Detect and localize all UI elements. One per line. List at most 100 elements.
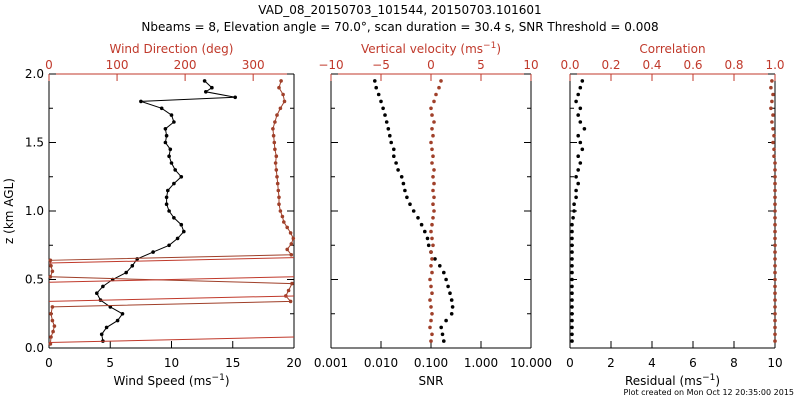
point-residual: [570, 264, 574, 268]
point-wind-speed: [164, 202, 169, 206]
panel-2-xlabel: SNR: [419, 374, 444, 388]
point-correlation: [771, 113, 775, 117]
point-snr: [405, 195, 409, 200]
xtick-label-bottom: 0.100: [414, 356, 448, 370]
point-wind-direction: [276, 188, 281, 193]
point-vertical-velocity: [430, 161, 434, 165]
xtick-label-top: −5: [372, 58, 390, 72]
point-wind-direction: [285, 247, 290, 252]
point-correlation: [773, 216, 777, 220]
point-vertical-velocity: [430, 113, 434, 117]
point-wind-direction: [273, 147, 277, 152]
xtick-label-bottom: 0.010: [364, 356, 398, 370]
series-line-wind-direction: [49, 80, 294, 344]
ylabel: z (km AGL): [2, 178, 16, 244]
point-residual: [574, 188, 578, 193]
point-snr: [426, 243, 431, 248]
point-wind-direction: [289, 242, 294, 246]
point-vertical-velocity: [429, 339, 433, 343]
point-correlation: [771, 92, 775, 97]
point-snr: [450, 305, 455, 309]
point-snr: [423, 229, 427, 234]
point-residual: [570, 222, 574, 227]
xtick-label-bottom: 10.000: [510, 356, 552, 370]
point-wind-direction: [274, 168, 279, 172]
point-correlation: [773, 312, 777, 316]
point-snr: [396, 168, 400, 172]
point-wind-direction: [273, 161, 278, 165]
point-wind-direction: [288, 299, 293, 304]
point-correlation: [773, 270, 777, 275]
ytick-label: 0.0: [25, 341, 44, 355]
point-wind-speed: [95, 291, 99, 296]
xtick-label-top: 1.0: [765, 58, 784, 72]
point-correlation: [773, 161, 777, 165]
point-snr: [442, 270, 446, 275]
panel-3-top-title: Correlation: [639, 42, 705, 56]
point-wind-speed: [124, 270, 128, 275]
point-vertical-velocity: [429, 229, 433, 234]
point-correlation: [773, 181, 777, 186]
point-snr: [433, 257, 437, 261]
point-wind-speed: [164, 133, 169, 138]
point-wind-speed: [175, 236, 180, 241]
point-vertical-velocity: [431, 175, 435, 179]
xtick-label-bottom: 0: [45, 356, 53, 370]
point-correlation: [773, 318, 777, 323]
point-residual: [570, 257, 574, 261]
point-wind-speed: [210, 85, 214, 90]
point-wind-direction: [50, 318, 55, 323]
point-residual: [574, 195, 578, 200]
point-vertical-velocity: [431, 202, 435, 206]
xtick-label-bottom: 0: [566, 356, 574, 370]
point-residual: [571, 216, 575, 220]
point-correlation: [773, 168, 777, 172]
point-correlation: [772, 147, 776, 152]
point-wind-direction: [288, 231, 293, 235]
point-correlation: [771, 140, 775, 145]
annotation-line: [48, 295, 295, 302]
point-snr: [399, 175, 404, 179]
point-snr: [394, 161, 398, 165]
point-correlation: [773, 195, 777, 200]
point-residual: [576, 168, 580, 172]
point-correlation: [773, 298, 777, 302]
point-wind-direction: [277, 202, 281, 206]
point-residual: [570, 325, 574, 330]
point-residual: [570, 332, 574, 337]
point-vertical-velocity: [431, 216, 435, 220]
point-residual: [578, 106, 583, 111]
point-residual: [570, 243, 574, 248]
point-snr: [449, 312, 454, 316]
point-correlation: [773, 257, 777, 261]
point-residual: [576, 154, 580, 158]
point-snr: [379, 99, 383, 104]
point-snr: [408, 202, 412, 206]
point-wind-speed: [130, 264, 135, 268]
point-correlation: [773, 277, 777, 282]
point-wind-direction: [50, 305, 55, 309]
point-residual: [570, 277, 574, 282]
point-wind-direction: [271, 133, 276, 138]
xtick-label-top: 10: [523, 58, 538, 72]
point-vertical-velocity: [437, 85, 441, 90]
point-wind-direction: [49, 312, 53, 316]
point-wind-speed: [173, 168, 177, 172]
xtick-label-top: 0.4: [642, 58, 661, 72]
point-snr: [425, 236, 430, 241]
point-wind-direction: [275, 181, 280, 186]
point-wind-direction: [274, 154, 279, 158]
point-residual: [570, 229, 574, 234]
point-wind-speed: [135, 257, 139, 261]
point-wind-direction: [278, 106, 283, 111]
point-wind-direction: [49, 264, 53, 268]
series-line-wind-speed: [96, 80, 236, 342]
point-vertical-velocity: [429, 250, 433, 254]
point-vertical-velocity: [429, 264, 433, 268]
point-wind-direction: [277, 195, 281, 200]
point-vertical-velocity: [432, 99, 436, 104]
point-snr: [416, 216, 420, 220]
point-correlation: [771, 127, 775, 131]
panel-1-xlabel: Wind Speed (ms−1): [114, 373, 230, 388]
